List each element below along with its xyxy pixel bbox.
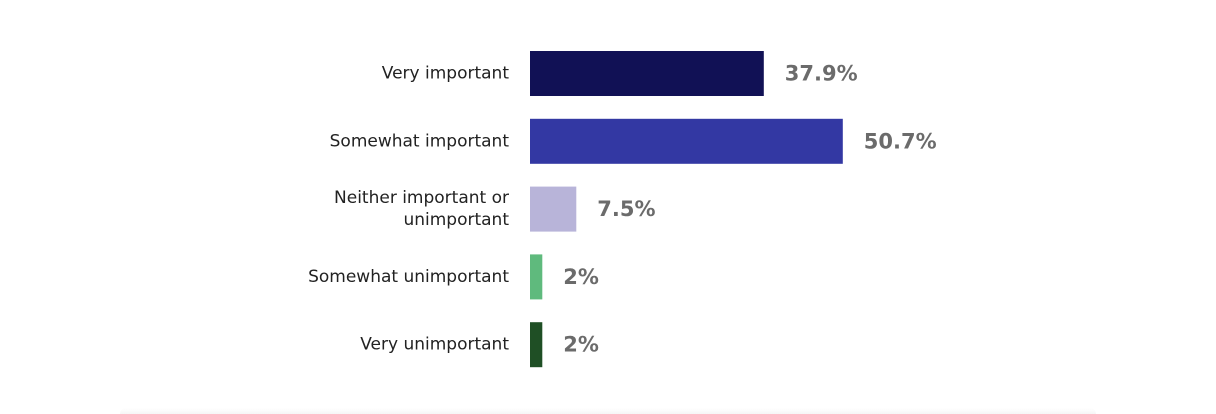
bar-0 (530, 51, 764, 96)
category-label-3: Somewhat unimportant (308, 267, 509, 287)
category-label-0: Very important (382, 64, 510, 84)
value-label-2: 7.5% (597, 197, 655, 221)
bar-1 (530, 118, 843, 164)
category-label-2-line-1: unimportant (403, 210, 509, 230)
bottom-shadow (120, 408, 1096, 414)
value-label-4: 2% (563, 333, 599, 357)
bar-2 (530, 186, 577, 232)
bar-3 (530, 254, 543, 300)
value-label-0: 37.9% (785, 62, 858, 86)
value-label-3: 2% (563, 265, 599, 289)
category-label-1: Somewhat important (330, 131, 510, 151)
value-label-1: 50.7% (864, 129, 937, 153)
category-label-2-line-0: Neither important or (334, 188, 509, 208)
bar-4 (530, 322, 543, 368)
category-label-4: Very unimportant (360, 335, 509, 355)
